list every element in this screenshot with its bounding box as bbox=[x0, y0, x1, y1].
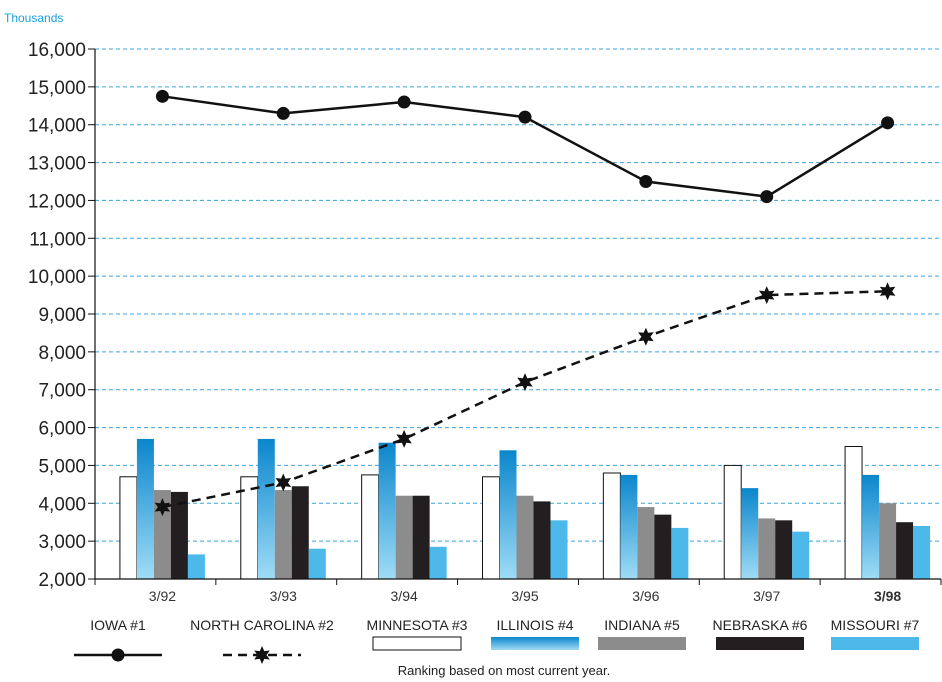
bar bbox=[499, 450, 517, 579]
data-point bbox=[155, 89, 169, 103]
bar bbox=[792, 531, 810, 579]
legend-swatch bbox=[831, 637, 919, 650]
bars bbox=[119, 438, 931, 580]
bar bbox=[361, 474, 380, 580]
bar bbox=[844, 446, 863, 580]
data-point bbox=[639, 175, 653, 188]
legend-swatch bbox=[491, 637, 579, 650]
legend: IOWA #1 NORTH CAROLINA #2 MINNESOTA #3 ILLI… bbox=[74, 617, 920, 664]
y-tick-label: 15,000 bbox=[28, 78, 86, 99]
bar bbox=[240, 476, 259, 580]
x-tick-label: 3/96 bbox=[632, 588, 659, 604]
x-tick-label: 3/97 bbox=[753, 588, 780, 604]
data-point bbox=[760, 190, 774, 204]
bar bbox=[482, 476, 500, 580]
data-point bbox=[758, 286, 775, 305]
footnote: Ranking based on most current year. bbox=[398, 663, 610, 678]
bar bbox=[620, 474, 638, 579]
bar bbox=[533, 501, 551, 579]
bar bbox=[274, 490, 292, 579]
bar bbox=[516, 495, 534, 579]
y-tick-label: 10,000 bbox=[28, 267, 86, 288]
axes bbox=[94, 49, 942, 585]
bar bbox=[412, 495, 430, 579]
data-point bbox=[276, 106, 290, 120]
bar bbox=[429, 546, 447, 579]
bar bbox=[602, 472, 621, 580]
x-tick-label: 3/93 bbox=[270, 588, 297, 604]
y-tick-label: 13,000 bbox=[28, 154, 86, 175]
y-tick-label: 14,000 bbox=[28, 116, 86, 137]
bar bbox=[187, 554, 205, 579]
bar bbox=[723, 464, 742, 580]
bar bbox=[913, 526, 931, 579]
data-point bbox=[879, 282, 896, 301]
bar bbox=[153, 490, 171, 579]
y-tick-label: 3,000 bbox=[38, 532, 86, 553]
bar bbox=[308, 548, 326, 579]
bar bbox=[671, 527, 689, 579]
legend-marker bbox=[254, 646, 270, 664]
legend-swatch bbox=[598, 637, 686, 650]
bar bbox=[896, 522, 914, 579]
bar bbox=[136, 438, 154, 579]
y-tick-label: 5,000 bbox=[38, 456, 86, 477]
legend-label: MINNESOTA #3 bbox=[367, 617, 468, 633]
bar bbox=[550, 520, 568, 579]
data-point bbox=[518, 110, 532, 124]
y-tick-label: 12,000 bbox=[28, 191, 86, 212]
bar bbox=[879, 503, 897, 579]
data-point bbox=[396, 429, 412, 448]
gridlines bbox=[95, 48, 941, 542]
bar bbox=[378, 442, 396, 579]
data-point bbox=[881, 116, 895, 130]
unit-label: Thousands bbox=[4, 11, 63, 25]
line-series bbox=[154, 89, 896, 517]
legend-marker bbox=[111, 648, 125, 662]
bar bbox=[395, 495, 413, 579]
bar bbox=[291, 486, 309, 579]
legend-label: NORTH CAROLINA #2 bbox=[190, 617, 334, 633]
y-tick-label: 4,000 bbox=[38, 494, 86, 515]
legend-label: IOWA #1 bbox=[90, 617, 146, 633]
bar bbox=[654, 514, 672, 579]
data-point bbox=[154, 498, 171, 517]
data-point bbox=[638, 327, 654, 346]
bar bbox=[257, 438, 275, 579]
bar bbox=[170, 491, 188, 579]
legend-swatch bbox=[716, 637, 804, 650]
y-tick-label: 8,000 bbox=[38, 343, 86, 364]
y-tick-label: 2,000 bbox=[38, 570, 86, 591]
data-point bbox=[517, 373, 533, 392]
y-tick-label: 16,000 bbox=[28, 40, 86, 61]
y-axis-ticks: 2,000 3,000 4,000 5,000 6,000 7,000 8,000 9,000… bbox=[28, 40, 95, 591]
legend-swatch bbox=[372, 636, 462, 651]
y-tick-label: 9,000 bbox=[38, 305, 86, 326]
y-tick-label: 11,000 bbox=[29, 229, 86, 250]
bar bbox=[119, 476, 138, 580]
bar bbox=[862, 474, 880, 579]
bar bbox=[637, 507, 655, 579]
data-point bbox=[397, 95, 411, 109]
y-tick-label: 6,000 bbox=[38, 419, 86, 440]
legend-label: ILLINOIS #4 bbox=[496, 617, 573, 633]
x-tick-label: 3/92 bbox=[149, 588, 176, 604]
x-tick-label: 3/95 bbox=[511, 588, 538, 604]
y-tick-label: 7,000 bbox=[38, 381, 86, 402]
x-tick-label: 3/98 bbox=[874, 588, 901, 604]
bar bbox=[741, 488, 759, 579]
legend-label: INDIANA #5 bbox=[604, 617, 680, 633]
x-axis-ticks: 3/92 3/93 3/94 3/95 3/96 3/97 3/98 bbox=[149, 588, 902, 604]
data-point bbox=[275, 473, 292, 492]
bar bbox=[775, 520, 793, 579]
legend-label: NEBRASKA #6 bbox=[713, 617, 808, 633]
x-tick-label: 3/94 bbox=[391, 588, 418, 604]
bar bbox=[758, 518, 776, 579]
legend-label: MISSOURI #7 bbox=[831, 617, 920, 633]
